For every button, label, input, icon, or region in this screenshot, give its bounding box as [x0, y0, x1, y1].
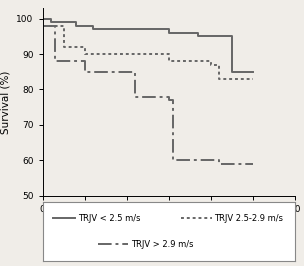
- X-axis label: Months: Months: [150, 219, 188, 229]
- Text: TRJV > 2.9 m/s: TRJV > 2.9 m/s: [131, 240, 193, 249]
- Text: TRJV 2.5-2.9 m/s: TRJV 2.5-2.9 m/s: [214, 214, 283, 223]
- Y-axis label: Survival (%): Survival (%): [1, 70, 11, 134]
- Text: TRJV < 2.5 m/s: TRJV < 2.5 m/s: [78, 214, 140, 223]
